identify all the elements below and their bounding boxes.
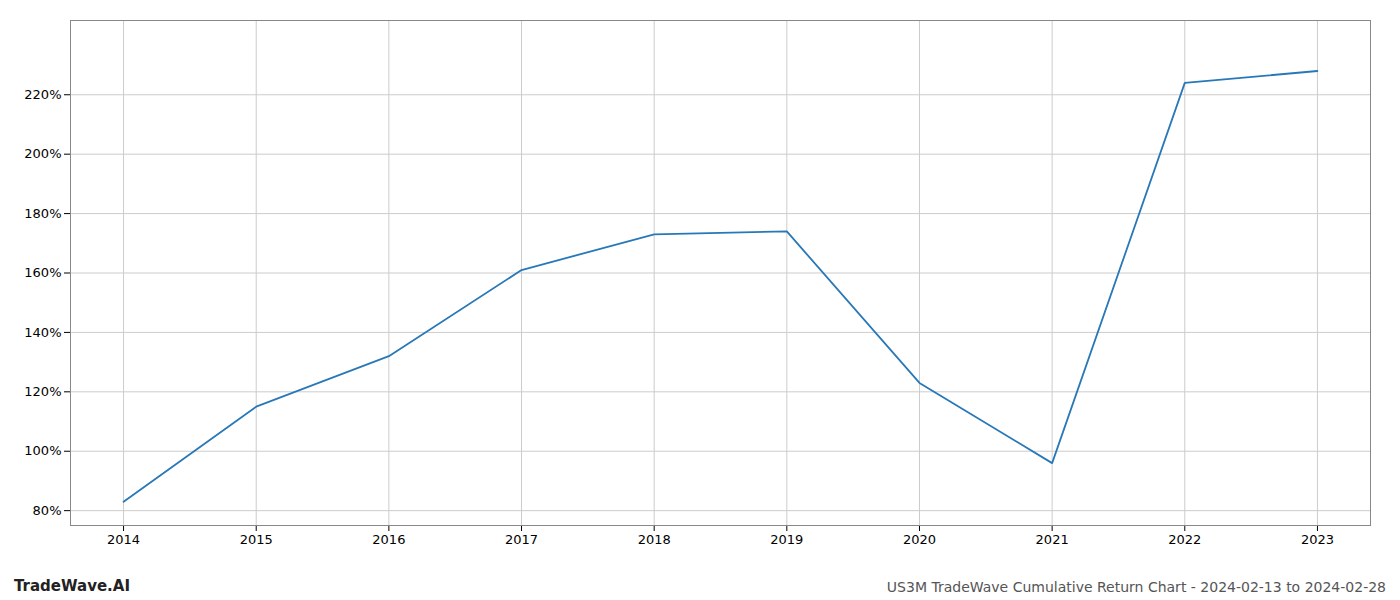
svg-text:200%: 200% <box>24 146 61 161</box>
svg-text:220%: 220% <box>24 87 61 102</box>
svg-text:140%: 140% <box>24 325 61 340</box>
svg-text:100%: 100% <box>24 443 61 458</box>
svg-text:2015: 2015 <box>240 532 273 547</box>
svg-text:2016: 2016 <box>372 532 405 547</box>
html-text:US3M TradeWave Cumulative Retu: US3M TradeWave Cumulative Return Chart -… <box>886 579 1386 595</box>
svg-text:2014: 2014 <box>107 532 140 547</box>
svg-text:2023: 2023 <box>1301 532 1334 547</box>
svg-text:2018: 2018 <box>638 532 671 547</box>
svg-text:120%: 120% <box>24 384 61 399</box>
svg-text:80%: 80% <box>33 503 62 518</box>
svg-text:2019: 2019 <box>770 532 803 547</box>
html-text:TradeWave.AI: TradeWave.AI <box>14 577 130 595</box>
svg-text:180%: 180% <box>24 206 61 221</box>
svg-text:2017: 2017 <box>505 532 538 547</box>
svg-text:2020: 2020 <box>903 532 936 547</box>
svg-text:2022: 2022 <box>1168 532 1201 547</box>
svg-text:160%: 160% <box>24 265 61 280</box>
svg-text:2021: 2021 <box>1036 532 1069 547</box>
